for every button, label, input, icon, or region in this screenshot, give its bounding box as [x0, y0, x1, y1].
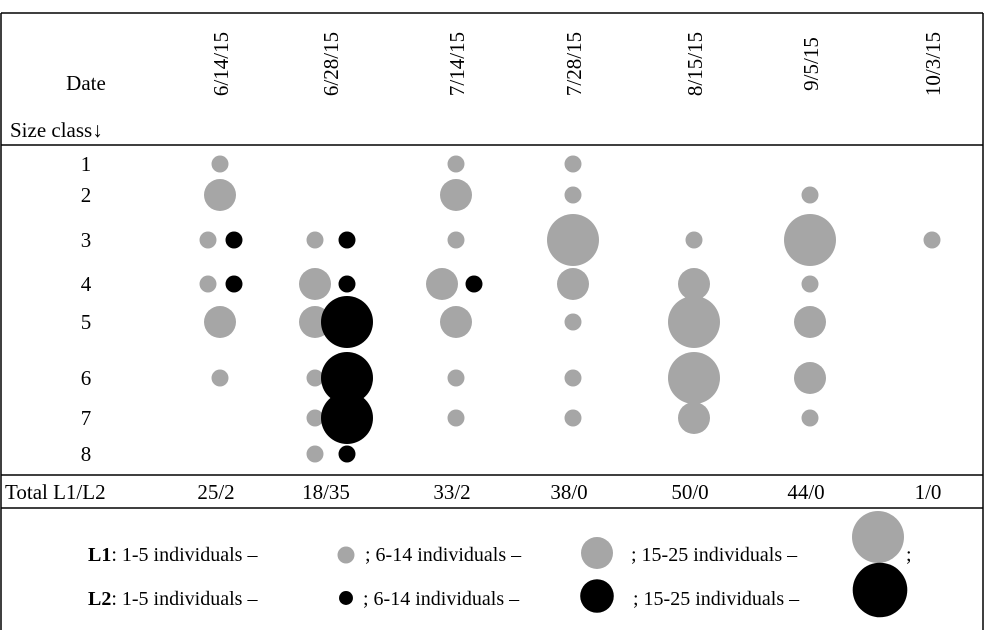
bubble-l2: [338, 231, 356, 249]
size-class-label-5: 5: [81, 310, 92, 334]
bubble-l1: [564, 369, 582, 387]
date-header-1: 6/14/15: [209, 32, 233, 96]
legend-l2-suffix: ; 15-25 individuals –: [633, 588, 800, 610]
bubble-l1: [306, 409, 324, 427]
date-header-2: 6/28/15: [319, 32, 343, 96]
bubble-l1: [447, 369, 465, 387]
legend-swatch-l2-small: [339, 591, 353, 605]
date-header-6: 9/5/15: [799, 37, 823, 91]
size-class-header-label: Size class↓: [10, 118, 103, 142]
bubble-l1: [564, 186, 582, 204]
bubble-l1: [204, 306, 236, 338]
total-value-2: 18/35: [302, 480, 350, 504]
bubble-l1: [447, 155, 465, 173]
legend-swatch-l1-large: [852, 511, 904, 563]
bubble-l1: [801, 275, 819, 293]
bubbles: [199, 155, 941, 463]
bubble-l1: [204, 179, 236, 211]
legend-swatch-l1-small: [337, 546, 355, 564]
totals-values: 25/2 18/35 33/2 38/0 50/0 44/0 1/0: [197, 480, 941, 504]
bubble-l1: [299, 268, 331, 300]
bubble-l2: [338, 445, 356, 463]
bubble-l1: [678, 402, 710, 434]
total-value-4: 38/0: [550, 480, 587, 504]
total-value-7: 1/0: [915, 480, 942, 504]
bubble-l1: [306, 369, 324, 387]
legend-l2-line: L2: 1-5 individuals –: [88, 588, 258, 610]
bubble-l1: [794, 306, 826, 338]
size-class-label-6: 6: [81, 366, 92, 390]
bubble-l1: [801, 186, 819, 204]
bubble-l1: [440, 306, 472, 338]
bubble-l2: [225, 231, 243, 249]
table-frame: [0, 12, 984, 630]
bubble-l1: [668, 296, 720, 348]
legend-swatch-l1-medium: [581, 537, 613, 569]
bubble-l1: [306, 445, 324, 463]
bubble-l1: [564, 409, 582, 427]
legend-l2-prefix: : 1-5 individuals –: [111, 588, 258, 610]
legend-swatch-l2-large: [852, 562, 908, 618]
legend-l2-mid: ; 6-14 individuals –: [363, 588, 520, 610]
bubble-l2: [321, 296, 373, 348]
bubble-l1: [678, 268, 710, 300]
bubble-l1: [668, 352, 720, 404]
total-value-3: 33/2: [433, 480, 470, 504]
bubble-l2: [321, 352, 373, 404]
bubble-l1: [564, 313, 582, 331]
bubble-l1: [440, 179, 472, 211]
size-class-label-4: 4: [81, 272, 92, 296]
date-header-4: 7/28/15: [562, 32, 586, 96]
total-value-6: 44/0: [787, 480, 824, 504]
date-header-7: 10/3/15: [921, 32, 945, 96]
bubble-l2: [465, 275, 483, 293]
bubble-l1: [923, 231, 941, 249]
legend-l1-line: L1: 1-5 individuals –: [88, 544, 258, 566]
bubble-l1: [557, 268, 589, 300]
legend-l1-end: ;: [906, 544, 912, 566]
date-header-label: Date: [66, 71, 106, 95]
bubble-l1: [211, 369, 229, 387]
legend-l1-suffix: ; 15-25 individuals –: [631, 544, 798, 566]
bubble-l1: [685, 231, 703, 249]
bubble-l1: [564, 155, 582, 173]
bubble-l2: [338, 275, 356, 293]
totals-row-label: Total L1/L2: [5, 480, 106, 504]
bubble-l2: [321, 392, 373, 444]
legend-l1-prefix: : 1-5 individuals –: [111, 544, 258, 566]
legend-swatches: [337, 511, 908, 618]
legend: L1: 1-5 individuals – ; 6-14 individuals…: [88, 511, 912, 618]
size-class-label-3: 3: [81, 228, 92, 252]
size-class-label-8: 8: [81, 442, 92, 466]
total-value-1: 25/2: [197, 480, 234, 504]
bubble-l1: [794, 362, 826, 394]
date-header-5: 8/15/15: [683, 32, 707, 96]
size-class-label-1: 1: [81, 152, 92, 176]
bubble-l1: [801, 409, 819, 427]
legend-l1-mid: ; 6-14 individuals –: [365, 544, 522, 566]
bubble-l1: [211, 155, 229, 173]
bubble-l1: [447, 409, 465, 427]
bubble-l1: [447, 231, 465, 249]
legend-l2-name: L2: [88, 588, 111, 610]
date-headers: 6/14/15 6/28/15 7/14/15 7/28/15 8/15/15 9/5/1…: [209, 32, 945, 96]
bubble-l1: [306, 231, 324, 249]
bubble-l1: [547, 214, 599, 266]
size-class-label-7: 7: [81, 406, 92, 430]
bubble-l1: [199, 275, 217, 293]
size-class-label-2: 2: [81, 183, 92, 207]
legend-l1-name: L1: [88, 544, 111, 566]
size-class-labels: 1 2 3 4 5 6 7 8: [81, 152, 92, 466]
date-header-3: 7/14/15: [445, 32, 469, 96]
bubble-l2: [225, 275, 243, 293]
total-value-5: 50/0: [671, 480, 708, 504]
legend-swatch-l2-medium: [580, 579, 614, 613]
bubble-l1: [784, 214, 836, 266]
bubble-l1: [426, 268, 458, 300]
bubble-l1: [199, 231, 217, 249]
